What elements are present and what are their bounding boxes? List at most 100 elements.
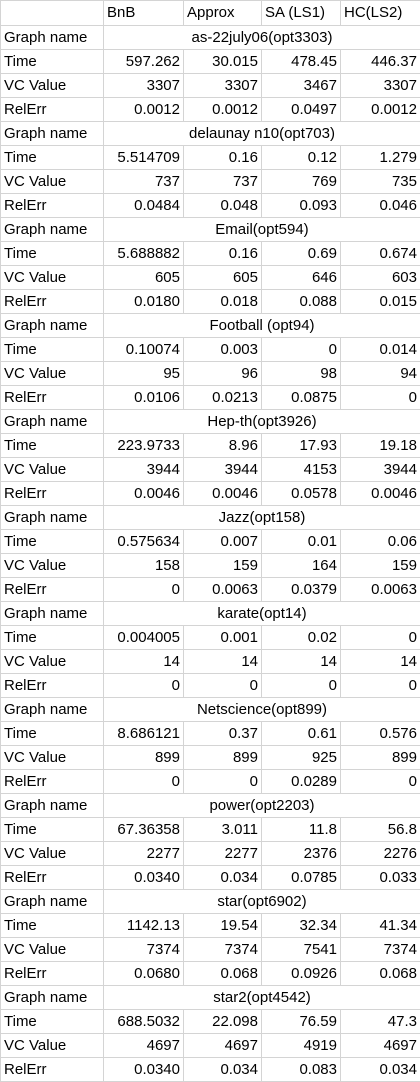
vc-sa-cell: 164	[262, 554, 341, 578]
time-label: Time	[1, 338, 104, 362]
header-approx: Approx	[184, 1, 262, 26]
relerr-label: RelErr	[1, 578, 104, 602]
graph-name-label: Graph name	[1, 794, 104, 818]
vc-hc-cell: 899	[341, 746, 420, 770]
vc-value-label: VC Value	[1, 554, 104, 578]
time-approx-cell: 0.001	[184, 626, 262, 650]
vc-hc-cell: 3307	[341, 74, 420, 98]
time-bnb-cell: 67.36358	[104, 818, 184, 842]
time-approx-cell: 0.003	[184, 338, 262, 362]
vc-sa-cell: 7541	[262, 938, 341, 962]
vc-hc-cell: 7374	[341, 938, 420, 962]
vc-hc-cell: 2276	[341, 842, 420, 866]
time-label: Time	[1, 818, 104, 842]
time-row: Time 8.686121 0.37 0.61 0.576	[1, 722, 420, 746]
vc-bnb-cell: 2277	[104, 842, 184, 866]
vc-sa-cell: 769	[262, 170, 341, 194]
relerr-sa-cell: 0	[262, 674, 341, 698]
time-label: Time	[1, 242, 104, 266]
vc-value-row: VC Value 3944 3944 4153 3944	[1, 458, 420, 482]
relerr-approx-cell: 0	[184, 770, 262, 794]
relerr-approx-cell: 0.0063	[184, 578, 262, 602]
time-bnb-cell: 688.5032	[104, 1010, 184, 1034]
vc-approx-cell: 899	[184, 746, 262, 770]
time-label: Time	[1, 626, 104, 650]
vc-value-label: VC Value	[1, 746, 104, 770]
vc-hc-cell: 3944	[341, 458, 420, 482]
vc-value-row: VC Value 7374 7374 7541 7374	[1, 938, 420, 962]
time-approx-cell: 3.011	[184, 818, 262, 842]
time-bnb-cell: 0.10074	[104, 338, 184, 362]
relerr-hc-cell: 0.068	[341, 962, 420, 986]
graph-name-label: Graph name	[1, 986, 104, 1010]
vc-value-row: VC Value 2277 2277 2376 2276	[1, 842, 420, 866]
relerr-row: RelErr 0.0484 0.048 0.093 0.046	[1, 194, 420, 218]
time-sa-cell: 0	[262, 338, 341, 362]
relerr-bnb-cell: 0.0680	[104, 962, 184, 986]
vc-sa-cell: 98	[262, 362, 341, 386]
time-label: Time	[1, 146, 104, 170]
time-label: Time	[1, 50, 104, 74]
vc-hc-cell: 94	[341, 362, 420, 386]
graph-name-value: Hep-th(opt3926)	[104, 410, 420, 434]
vc-value-label: VC Value	[1, 842, 104, 866]
vc-value-row: VC Value 158 159 164 159	[1, 554, 420, 578]
graph-name-row: Graph name star(opt6902)	[1, 890, 420, 914]
graph-name-row: Graph name Football (opt94)	[1, 314, 420, 338]
vc-value-row: VC Value 605 605 646 603	[1, 266, 420, 290]
time-label: Time	[1, 722, 104, 746]
time-label: Time	[1, 434, 104, 458]
relerr-row: RelErr 0 0 0.0289 0	[1, 770, 420, 794]
relerr-bnb-cell: 0	[104, 770, 184, 794]
time-bnb-cell: 1142.13	[104, 914, 184, 938]
time-approx-cell: 0.007	[184, 530, 262, 554]
vc-value-row: VC Value 3307 3307 3467 3307	[1, 74, 420, 98]
graph-name-label: Graph name	[1, 410, 104, 434]
vc-value-label: VC Value	[1, 266, 104, 290]
vc-sa-cell: 2376	[262, 842, 341, 866]
graph-name-value: Netscience(opt899)	[104, 698, 420, 722]
time-bnb-cell: 223.9733	[104, 434, 184, 458]
graph-name-label: Graph name	[1, 26, 104, 50]
vc-approx-cell: 4697	[184, 1034, 262, 1058]
vc-approx-cell: 2277	[184, 842, 262, 866]
time-row: Time 597.262 30.015 478.45 446.37	[1, 50, 420, 74]
vc-value-label: VC Value	[1, 650, 104, 674]
vc-value-row: VC Value 14 14 14 14	[1, 650, 420, 674]
vc-sa-cell: 925	[262, 746, 341, 770]
time-hc-cell: 446.37	[341, 50, 420, 74]
time-sa-cell: 17.93	[262, 434, 341, 458]
time-sa-cell: 0.61	[262, 722, 341, 746]
relerr-bnb-cell: 0.0012	[104, 98, 184, 122]
time-sa-cell: 32.34	[262, 914, 341, 938]
relerr-row: RelErr 0.0340 0.034 0.0785 0.033	[1, 866, 420, 890]
relerr-sa-cell: 0.0289	[262, 770, 341, 794]
header-blank-cell	[1, 1, 104, 26]
vc-bnb-cell: 3307	[104, 74, 184, 98]
time-sa-cell: 0.12	[262, 146, 341, 170]
time-row: Time 0.004005 0.001 0.02 0	[1, 626, 420, 650]
relerr-approx-cell: 0.048	[184, 194, 262, 218]
time-bnb-cell: 5.514709	[104, 146, 184, 170]
vc-sa-cell: 646	[262, 266, 341, 290]
relerr-approx-cell: 0.0213	[184, 386, 262, 410]
relerr-bnb-cell: 0.0340	[104, 866, 184, 890]
time-approx-cell: 30.015	[184, 50, 262, 74]
vc-hc-cell: 4697	[341, 1034, 420, 1058]
relerr-hc-cell: 0	[341, 770, 420, 794]
graph-name-row: Graph name delaunay n10(opt703)	[1, 122, 420, 146]
time-hc-cell: 1.279	[341, 146, 420, 170]
relerr-sa-cell: 0.0926	[262, 962, 341, 986]
time-row: Time 223.9733 8.96 17.93 19.18	[1, 434, 420, 458]
graph-name-row: Graph name Hep-th(opt3926)	[1, 410, 420, 434]
relerr-sa-cell: 0.088	[262, 290, 341, 314]
time-sa-cell: 0.01	[262, 530, 341, 554]
time-approx-cell: 19.54	[184, 914, 262, 938]
time-label: Time	[1, 914, 104, 938]
relerr-bnb-cell: 0	[104, 674, 184, 698]
time-row: Time 5.688882 0.16 0.69 0.674	[1, 242, 420, 266]
time-approx-cell: 0.16	[184, 146, 262, 170]
relerr-approx-cell: 0.034	[184, 866, 262, 890]
vc-hc-cell: 603	[341, 266, 420, 290]
